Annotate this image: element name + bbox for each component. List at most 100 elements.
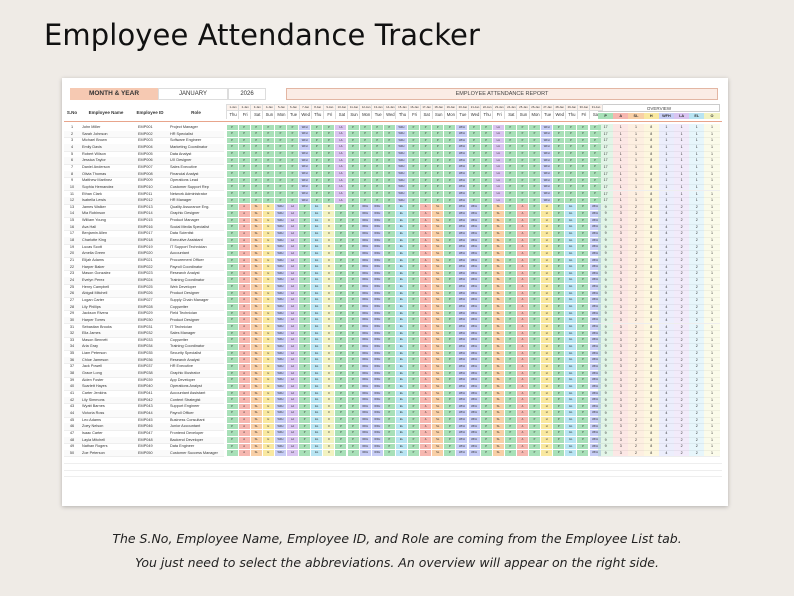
attendance-cell[interactable]: P — [553, 390, 565, 397]
attendance-cell[interactable]: EL — [565, 224, 577, 230]
attendance-cell[interactable]: SL — [492, 343, 504, 350]
attendance-cell[interactable]: O — [323, 270, 335, 277]
attendance-cell[interactable]: P — [335, 417, 347, 423]
attendance-cell[interactable]: P — [347, 370, 359, 377]
attendance-cell[interactable]: A — [238, 230, 250, 237]
attendance-cell[interactable]: P — [577, 443, 589, 450]
attendance-cell[interactable]: O — [323, 383, 335, 390]
attendance-cell[interactable]: P — [287, 197, 299, 204]
attendance-cell[interactable]: EL — [395, 310, 407, 317]
attendance-cell[interactable]: WFH — [468, 204, 480, 210]
attendance-cell[interactable]: A — [238, 304, 250, 310]
attendance-cell[interactable]: A — [238, 350, 250, 357]
attendance-cell[interactable]: P — [347, 131, 359, 137]
attendance-cell[interactable]: WFH — [456, 357, 468, 363]
attendance-cell[interactable]: P — [444, 270, 456, 277]
attendance-cell[interactable]: P — [529, 410, 541, 417]
attendance-cell[interactable]: P — [529, 210, 541, 217]
attendance-cell[interactable]: P — [408, 177, 420, 184]
attendance-cell[interactable]: P — [226, 177, 238, 184]
attendance-cell[interactable]: WFH — [359, 310, 371, 317]
attendance-cell[interactable]: P — [262, 164, 274, 171]
attendance-cell[interactable]: P — [529, 257, 541, 264]
attendance-cell[interactable]: H — [262, 237, 274, 244]
attendance-cell[interactable]: P — [299, 204, 311, 210]
attendance-cell[interactable]: P — [274, 144, 286, 151]
attendance-cell[interactable]: P — [553, 443, 565, 450]
attendance-cell[interactable]: LA — [287, 224, 299, 230]
attendance-cell[interactable]: WFH — [359, 284, 371, 290]
attendance-cell[interactable]: WFH — [359, 230, 371, 237]
attendance-cell[interactable]: P — [516, 197, 528, 204]
attendance-cell[interactable]: WFH — [468, 210, 480, 217]
attendance-cell[interactable]: SL — [250, 324, 262, 330]
attendance-cell[interactable]: EL — [565, 337, 577, 343]
attendance-cell[interactable]: H — [262, 324, 274, 330]
attendance-cell[interactable]: P — [347, 277, 359, 284]
attendance-cell[interactable]: H — [541, 403, 553, 410]
attendance-cell[interactable]: P — [347, 164, 359, 171]
attendance-cell[interactable]: P — [383, 131, 395, 137]
attendance-cell[interactable]: H — [541, 210, 553, 217]
attendance-cell[interactable]: P — [468, 151, 480, 157]
attendance-cell[interactable]: P — [444, 370, 456, 377]
attendance-cell[interactable]: P — [480, 390, 492, 397]
attendance-cell[interactable]: WFH — [371, 343, 383, 350]
attendance-cell[interactable]: LA — [287, 397, 299, 403]
attendance-cell[interactable]: WFH — [274, 284, 286, 290]
attendance-cell[interactable]: P — [516, 184, 528, 190]
attendance-cell[interactable]: P — [553, 417, 565, 423]
attendance-cell[interactable]: P — [274, 131, 286, 137]
attendance-cell[interactable]: SL — [432, 410, 444, 417]
attendance-cell[interactable]: P — [577, 310, 589, 317]
attendance-cell[interactable]: A — [238, 443, 250, 450]
attendance-cell[interactable]: P — [420, 171, 432, 177]
attendance-cell[interactable]: EL — [565, 210, 577, 217]
attendance-cell[interactable]: P — [383, 317, 395, 323]
attendance-cell[interactable]: EL — [311, 264, 323, 270]
attendance-cell[interactable]: P — [311, 164, 323, 171]
attendance-cell[interactable]: A — [516, 324, 528, 330]
attendance-cell[interactable]: P — [383, 304, 395, 310]
attendance-cell[interactable]: WFH — [371, 417, 383, 423]
attendance-cell[interactable]: A — [420, 370, 432, 377]
attendance-cell[interactable]: P — [299, 423, 311, 430]
attendance-cell[interactable]: A — [238, 310, 250, 317]
attendance-cell[interactable]: H — [262, 230, 274, 237]
attendance-cell[interactable]: P — [516, 164, 528, 171]
attendance-cell[interactable]: P — [504, 124, 516, 131]
attendance-cell[interactable]: P — [347, 151, 359, 157]
attendance-cell[interactable]: WFH — [456, 343, 468, 350]
attendance-cell[interactable]: P — [577, 297, 589, 304]
attendance-cell[interactable]: H — [262, 363, 274, 370]
attendance-cell[interactable]: WFH — [541, 131, 553, 137]
attendance-cell[interactable]: WFH — [541, 191, 553, 197]
attendance-cell[interactable]: WFH — [456, 297, 468, 304]
attendance-cell[interactable]: O — [323, 437, 335, 443]
attendance-cell[interactable]: A — [516, 257, 528, 264]
attendance-cell[interactable]: WFH — [395, 197, 407, 204]
attendance-cell[interactable]: P — [504, 310, 516, 317]
attendance-cell[interactable]: P — [311, 137, 323, 144]
attendance-cell[interactable]: P — [287, 124, 299, 131]
attendance-cell[interactable]: EL — [311, 357, 323, 363]
attendance-cell[interactable]: WFH — [468, 357, 480, 363]
attendance-cell[interactable]: WFH — [589, 437, 601, 443]
attendance-cell[interactable]: P — [238, 137, 250, 144]
attendance-cell[interactable]: P — [529, 397, 541, 403]
attendance-cell[interactable]: P — [529, 450, 541, 456]
attendance-cell[interactable]: P — [553, 144, 565, 151]
attendance-cell[interactable]: P — [408, 137, 420, 144]
attendance-cell[interactable]: P — [420, 191, 432, 197]
attendance-cell[interactable]: P — [504, 403, 516, 410]
attendance-cell[interactable]: H — [541, 370, 553, 377]
attendance-cell[interactable]: WFH — [274, 290, 286, 297]
attendance-cell[interactable]: P — [238, 171, 250, 177]
attendance-cell[interactable]: EL — [395, 264, 407, 270]
attendance-cell[interactable]: EL — [395, 370, 407, 377]
attendance-cell[interactable]: SL — [250, 304, 262, 310]
attendance-cell[interactable]: P — [529, 363, 541, 370]
attendance-cell[interactable]: WFH — [359, 377, 371, 383]
attendance-cell[interactable]: P — [299, 363, 311, 370]
attendance-cell[interactable]: EL — [565, 330, 577, 337]
